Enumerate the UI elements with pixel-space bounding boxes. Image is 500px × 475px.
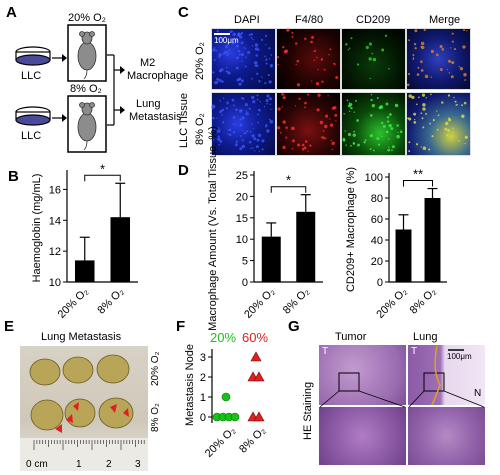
y-axis-label: Haemoglobin (mg/mL) (31, 174, 43, 283)
group-label-60: 60% (242, 330, 269, 345)
panel-letter-g: G (288, 318, 300, 335)
significance-label: * (100, 161, 105, 176)
panel-letter-b: B (8, 168, 19, 185)
y-tick-label: 80 (371, 193, 383, 205)
y-tick-label: 14 (49, 215, 61, 227)
image-cd209-8 (341, 92, 406, 156)
significance-label: * (286, 173, 291, 188)
image-merge-8 (406, 92, 471, 156)
y-tick-label: 0 (377, 277, 383, 289)
y-tick-label: 1 (200, 392, 206, 404)
ruler-label-3: 3 (135, 459, 141, 470)
oxygen-label-top: 20% O₂ (68, 12, 106, 24)
y-tick-label: 40 (371, 235, 383, 247)
y-tick-label: 10 (49, 277, 61, 289)
y-tick-label: 0 (242, 277, 248, 289)
bar (74, 260, 95, 282)
panel-letter-f: F (176, 318, 186, 335)
data-point (250, 351, 262, 362)
scale-bar (214, 33, 230, 35)
y-tick-label: 20 (236, 191, 248, 203)
bar (261, 236, 281, 282)
panel-letter-c: C (178, 4, 189, 21)
he-scale-bar-label: 100μm (447, 352, 472, 361)
he-image-lung-low (408, 345, 485, 405)
cell-label-top: LLC (21, 70, 42, 82)
channel-label-dapi: DAPI (234, 14, 260, 26)
significance-bracket (84, 174, 121, 182)
significance-bracket (270, 186, 307, 193)
bar (424, 198, 441, 282)
channel-label-f480: F4/80 (295, 14, 324, 26)
y-tick-label: 10 (236, 234, 248, 246)
channel-label-cd209: CD209 (356, 14, 391, 26)
y-tick-label: 100 (365, 172, 383, 184)
metastasis-arrow-icon (55, 402, 129, 433)
he-image-tumor-low (319, 345, 406, 405)
oxygen-label-bottom: 8% O₂ (70, 83, 102, 95)
outcome-bottom-line2: Metastasis (129, 111, 182, 123)
data-point (221, 392, 231, 402)
he-image-tumor-high (319, 407, 406, 465)
y-tick-label: 0 (200, 412, 206, 424)
significance-label: ** (413, 167, 423, 182)
y-axis-label: Macrophage Amount (Vs. Total Tissue, %) (207, 126, 219, 331)
y-tick-label: 25 (236, 170, 248, 182)
column-label-tumor: Tumor (335, 331, 367, 343)
y-tick-label: 2 (200, 372, 206, 384)
data-point (253, 371, 265, 382)
y-tick-label: 20 (371, 256, 383, 268)
normal-mark: N (474, 388, 482, 399)
photo-title: Lung Metastasis (41, 331, 122, 343)
tumor-mark-1: T (322, 346, 329, 357)
y-tick-label: 12 (49, 246, 61, 258)
column-label-lung: Lung (413, 331, 438, 343)
outcome-top-line2: Macrophage (127, 70, 189, 82)
panel-letter-a: A (6, 4, 17, 21)
data-point (253, 411, 265, 422)
y-tick-label: 3 (200, 352, 206, 364)
scale-bar-label: 100μm (214, 36, 239, 45)
bar (296, 211, 316, 282)
y-tick-label: 16 (49, 184, 61, 196)
y-tick-label: 60 (371, 214, 383, 226)
mouse-icon (77, 102, 97, 151)
image-f480-20 (276, 28, 341, 90)
group-label-20: 20% (210, 330, 237, 345)
tumor-mark-2: T (411, 346, 418, 357)
bar (110, 217, 131, 282)
data-point (230, 412, 240, 422)
y-axis-label: CD209+ Macrophage (%) (345, 167, 357, 292)
ruler-label-2: 2 (106, 459, 112, 470)
cell-label-bottom: LLC (21, 130, 42, 142)
ruler-label-1: 1 (76, 459, 82, 470)
outcome-bottom-line1: Lung (136, 98, 161, 110)
y-tick-label: 15 (236, 213, 248, 225)
ruler-label-0: 0 cm (26, 459, 48, 470)
image-merge-20 (406, 28, 471, 90)
mouse-icon (77, 31, 97, 80)
panel-letter-d: D (178, 162, 189, 179)
bar (395, 229, 412, 282)
panel-letter-e: E (4, 318, 15, 335)
channel-label-merge: Merge (429, 14, 461, 26)
significance-bracket (403, 180, 433, 187)
y-tick-label: 5 (242, 256, 248, 268)
he-image-lung-high (408, 407, 485, 465)
y-axis-label: Metastasis Node (184, 344, 196, 426)
panel-a-drawing (15, 24, 125, 153)
outcome-top-line1: M2 (140, 57, 156, 69)
